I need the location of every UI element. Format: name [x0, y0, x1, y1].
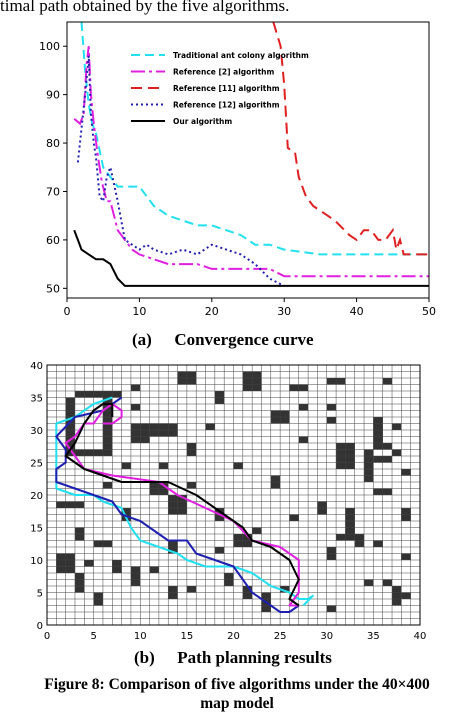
map-y-tick-label: 35 [30, 394, 43, 405]
obstacle-cell [364, 449, 374, 482]
caption-b-text: Path planning results [177, 648, 332, 667]
caption-a: (a) Convergence curve [132, 330, 314, 350]
map-x-tick-label: 0 [44, 631, 50, 642]
obstacle-cell [326, 417, 337, 424]
path-line-1 [55, 396, 300, 613]
obstacle-cell [65, 397, 75, 456]
y-tick-label: 50 [46, 282, 60, 295]
y-tick-label: 80 [46, 137, 60, 150]
obstacle-cell [392, 449, 402, 456]
obstacle-cell [326, 404, 337, 411]
y-tick-label: 60 [46, 234, 60, 247]
x-tick-label: 20 [205, 305, 219, 318]
map-x-tick-label: 30 [320, 631, 333, 642]
x-tick-label: 0 [64, 305, 71, 318]
obstacle-cell [382, 579, 393, 586]
legend-label-2: Reference [11] algorithm [173, 84, 280, 93]
obstacle-cell [373, 540, 383, 547]
figure-caption-line-2: map model [200, 695, 274, 712]
obstacle-cell [186, 482, 197, 489]
map-y-tick-label: 30 [30, 426, 43, 437]
caption-a-text: Convergence curve [174, 330, 314, 349]
obstacle-cell [401, 592, 411, 599]
caption-a-label: (a) [132, 330, 152, 349]
x-tick-label: 50 [422, 305, 436, 318]
obstacle-cell [186, 586, 197, 593]
legend-label-4: Our algorithm [173, 117, 232, 126]
legend-label-1: Reference [2] algorithm [173, 68, 275, 77]
obstacle-cell [392, 423, 402, 430]
path-planning-map: 0 5 10 15 20 25 30 35 40 0 5 10 15 20 25 30 35 40 [30, 361, 427, 642]
obstacle-cell [382, 378, 393, 385]
map-x-tick-label: 40 [414, 631, 427, 642]
legend-label-3: Reference [12] algorithm [173, 101, 280, 110]
map-y-tick-label: 0 [37, 621, 43, 632]
y-tick-label: 100 [39, 40, 60, 53]
series-line-2 [272, 22, 429, 256]
map-y-tick-label: 25 [30, 459, 43, 470]
x-tick-label: 30 [277, 305, 291, 318]
caption-b: (b) Path planning results [134, 648, 332, 668]
obstacle-cell [280, 586, 290, 593]
obstacle-cell [401, 469, 411, 476]
obstacle-cell [233, 462, 243, 469]
map-x-tick-label: 35 [367, 631, 380, 642]
x-tick-label: 10 [132, 305, 146, 318]
series-line-0 [80, 22, 429, 256]
obstacle-cell [102, 482, 113, 489]
x-tick-label: 40 [350, 305, 364, 318]
obstacle-cell [364, 579, 374, 586]
figure-caption: Figure 8: Comparison of five algorithms … [0, 675, 474, 713]
obstacle-cell [74, 573, 85, 593]
y-tick-label: 70 [46, 185, 60, 198]
map-x-tick-label: 15 [181, 631, 194, 642]
obstacle-cell [102, 397, 113, 456]
obstacle-cell [336, 534, 365, 541]
map-x-tick-label: 5 [90, 631, 96, 642]
obstacle-cell [252, 527, 262, 534]
map-y-tick-label: 20 [30, 491, 43, 502]
path-line-2 [64, 403, 300, 607]
map-frame [46, 364, 421, 626]
obstacle-cell [289, 514, 299, 521]
plot-frame [66, 21, 430, 299]
obstacle-cell [401, 553, 411, 560]
obstacle-cell [130, 404, 141, 411]
obstacle-cell [74, 449, 103, 456]
y-tick-label: 90 [46, 89, 60, 102]
obstacle-cell [298, 436, 309, 443]
obstacle-cell [74, 391, 122, 398]
map-y-tick-label: 40 [30, 361, 43, 372]
map-y-tick-label: 15 [30, 524, 43, 535]
figure-caption-line-1: Figure 8: Comparison of five algorithms … [44, 676, 430, 693]
map-y-tick-label: 5 [37, 589, 43, 600]
path-line-3 [64, 403, 300, 607]
obstacle-cell [158, 462, 169, 469]
series-line-4 [73, 229, 429, 287]
obstacle-cell [205, 423, 215, 430]
obstacle-cell [56, 501, 85, 508]
obstacle-cell [298, 404, 309, 411]
obstacle-cell [130, 384, 141, 391]
series-line-3 [76, 55, 285, 287]
obstacle-cell [149, 566, 159, 573]
obstacle-cell [130, 566, 141, 586]
obstacle-cell [121, 462, 131, 469]
top-text-fragment: timal path obtained by the five algorith… [0, 0, 290, 15]
series-line-1 [73, 46, 429, 278]
caption-b-label: (b) [134, 648, 155, 667]
obstacle-cell [214, 547, 225, 554]
convergence-chart: 0 10 20 30 40 50 50 60 70 80 90 100 Traditional ant … [39, 21, 436, 318]
map-x-tick-label: 10 [134, 631, 147, 642]
obstacle-cell [84, 560, 94, 567]
obstacle-cell [392, 586, 402, 606]
obstacle-cell [326, 605, 337, 612]
legend-label-0: Traditional ant colony algorithm [173, 51, 309, 60]
obstacle-cell [354, 540, 365, 547]
map-x-tick-label: 20 [227, 631, 240, 642]
map-y-tick-label: 10 [30, 556, 43, 567]
map-x-tick-label: 25 [274, 631, 287, 642]
